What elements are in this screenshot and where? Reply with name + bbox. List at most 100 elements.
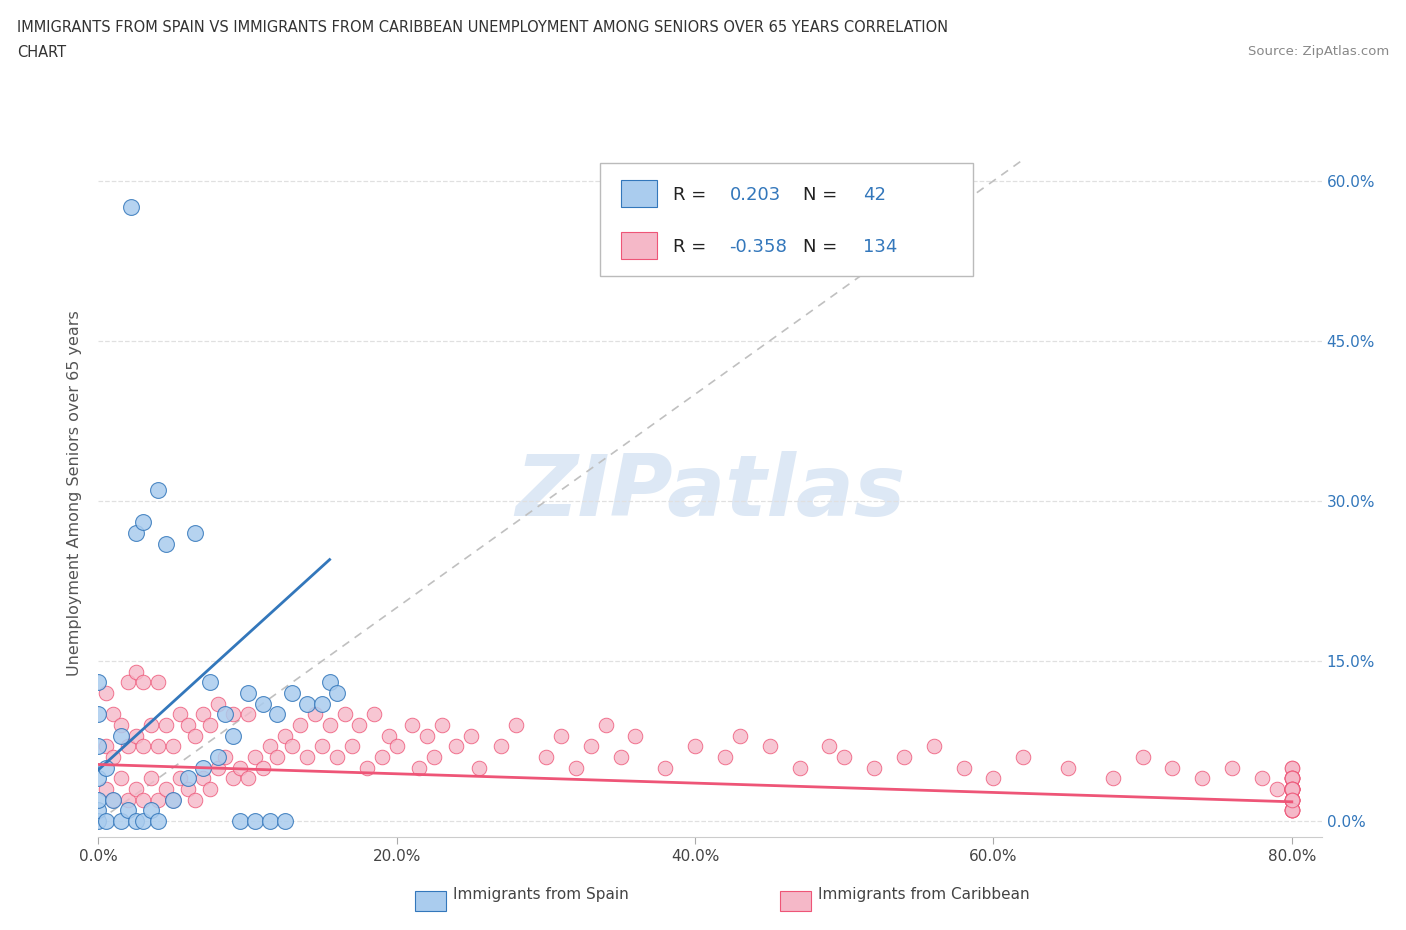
Point xyxy=(863,760,886,775)
Point xyxy=(1132,750,1154,764)
Point xyxy=(1281,803,1303,817)
Point xyxy=(139,803,162,817)
Point xyxy=(132,515,155,530)
Point xyxy=(1281,792,1303,807)
Point xyxy=(184,792,207,807)
Point xyxy=(1281,803,1303,817)
Point xyxy=(229,814,252,829)
Text: IMMIGRANTS FROM SPAIN VS IMMIGRANTS FROM CARIBBEAN UNEMPLOYMENT AMONG SENIORS OV: IMMIGRANTS FROM SPAIN VS IMMIGRANTS FROM… xyxy=(17,20,948,35)
Point xyxy=(595,718,617,733)
Point xyxy=(1281,792,1303,807)
Point xyxy=(565,760,588,775)
Point xyxy=(207,760,229,775)
Point xyxy=(214,707,236,722)
Point xyxy=(146,738,169,753)
Point xyxy=(1281,771,1303,786)
Point xyxy=(117,738,139,753)
Point xyxy=(94,781,117,796)
Text: ZIPatlas: ZIPatlas xyxy=(515,451,905,535)
Point xyxy=(1281,803,1303,817)
Point xyxy=(1281,803,1303,817)
Point xyxy=(1101,771,1123,786)
Point xyxy=(1281,792,1303,807)
Point xyxy=(326,750,349,764)
Point xyxy=(94,738,117,753)
Text: Immigrants from Caribbean: Immigrants from Caribbean xyxy=(818,887,1031,902)
Text: N =: N = xyxy=(803,186,844,204)
Point xyxy=(349,718,371,733)
Point xyxy=(1281,771,1303,786)
Point xyxy=(87,675,110,690)
Text: Immigrants from Spain: Immigrants from Spain xyxy=(453,887,628,902)
Point xyxy=(274,814,297,829)
Point xyxy=(579,738,602,753)
Point xyxy=(139,771,162,786)
Point xyxy=(200,781,222,796)
Point xyxy=(385,738,408,753)
Point xyxy=(1281,781,1303,796)
Point xyxy=(184,728,207,743)
Point xyxy=(1281,792,1303,807)
Point xyxy=(243,814,266,829)
Point xyxy=(132,814,155,829)
Point xyxy=(1012,750,1035,764)
Point xyxy=(146,675,169,690)
Point xyxy=(318,675,340,690)
Point xyxy=(146,483,169,498)
Point xyxy=(714,750,737,764)
Point xyxy=(311,697,333,711)
Point xyxy=(146,792,169,807)
Point xyxy=(191,760,214,775)
Point xyxy=(110,814,132,829)
Point xyxy=(125,525,148,540)
Point xyxy=(1161,760,1184,775)
Text: CHART: CHART xyxy=(17,45,66,60)
Point xyxy=(125,814,148,829)
Point xyxy=(266,750,288,764)
Point xyxy=(1281,781,1303,796)
Point xyxy=(1281,792,1303,807)
Point xyxy=(1220,760,1243,775)
Point xyxy=(110,728,132,743)
Point xyxy=(818,738,841,753)
Point xyxy=(87,803,110,817)
Point xyxy=(259,814,281,829)
Point xyxy=(177,718,200,733)
Point xyxy=(363,707,385,722)
Point xyxy=(430,718,453,733)
Point xyxy=(728,728,751,743)
Point xyxy=(401,718,423,733)
Point xyxy=(1281,771,1303,786)
Point xyxy=(221,771,243,786)
Point xyxy=(236,771,259,786)
Point xyxy=(155,536,177,551)
Point xyxy=(94,814,117,829)
FancyBboxPatch shape xyxy=(620,232,658,259)
Point xyxy=(177,771,200,786)
Point xyxy=(1281,760,1303,775)
Point xyxy=(132,738,155,753)
Point xyxy=(1057,760,1080,775)
Point xyxy=(1281,771,1303,786)
Point xyxy=(318,718,340,733)
Point xyxy=(132,675,155,690)
Point xyxy=(1281,781,1303,796)
Point xyxy=(624,728,647,743)
Point xyxy=(326,685,349,700)
Point xyxy=(117,675,139,690)
Point xyxy=(162,738,184,753)
Point xyxy=(117,792,139,807)
Point xyxy=(311,738,333,753)
Point xyxy=(139,718,162,733)
Point xyxy=(120,200,142,215)
Point xyxy=(169,707,191,722)
Point xyxy=(281,685,304,700)
Text: 42: 42 xyxy=(863,186,886,204)
Point xyxy=(266,707,288,722)
Point xyxy=(236,707,259,722)
Point xyxy=(87,771,110,786)
Point xyxy=(214,750,236,764)
Point xyxy=(550,728,572,743)
Point xyxy=(252,760,274,775)
Point xyxy=(1281,781,1303,796)
